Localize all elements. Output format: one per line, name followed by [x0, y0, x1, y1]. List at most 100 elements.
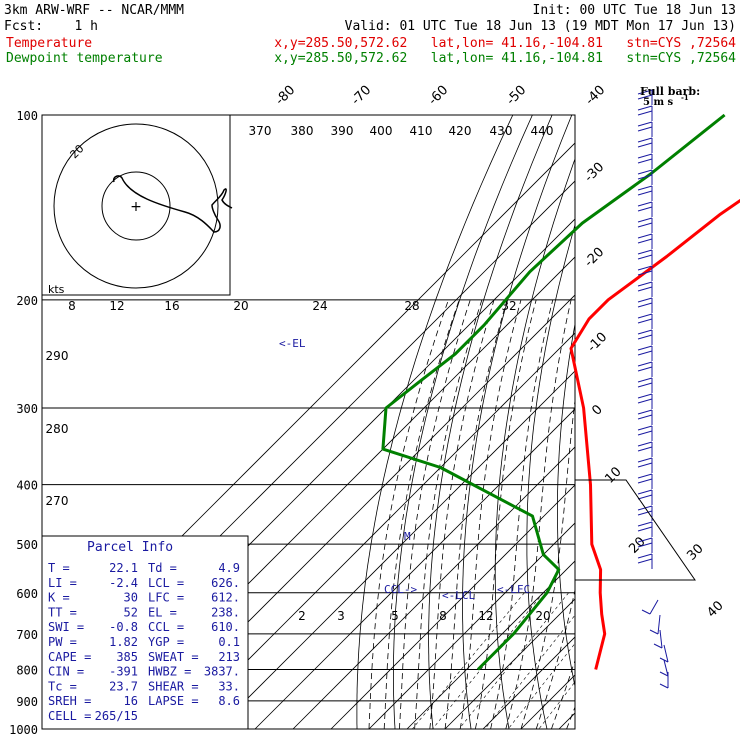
theta-label: 400	[370, 124, 393, 138]
moist-adiabat-line	[566, 705, 575, 729]
wind-barb	[641, 599, 659, 615]
wind-barb	[637, 121, 653, 137]
wind-barb	[637, 313, 653, 329]
wind-barb	[637, 553, 653, 569]
wind-barb	[637, 361, 653, 377]
parcel-info-key: CCL =	[148, 620, 184, 634]
parcel-info-rows: T = 22.1 Td = 4.9 LI = -2.4 LCL = 626. K = 30 LFC …	[48, 561, 240, 723]
dry-adiabat-line	[616, 115, 670, 729]
parcel-info-value: 612.	[211, 591, 240, 605]
pressure-tick-label: 700	[16, 628, 38, 642]
hodograph-ring-outer	[53, 123, 219, 289]
wind-barb	[637, 153, 653, 169]
parcel-info-key: CELL =	[48, 709, 91, 723]
parcel-info-row: SWI = -0.8 CCL = 610.	[48, 620, 240, 634]
mixing-ratio-label: 2	[298, 609, 306, 623]
parcel-info-row: CIN = -391 HWBZ = 3837.	[48, 665, 240, 679]
mixing-ratio-label: 20	[535, 609, 550, 623]
isotherm-line	[292, 446, 575, 729]
parcel-info-value: -0.8	[109, 620, 138, 634]
wind-barb	[637, 169, 653, 185]
parcel-info-key: Tc =	[48, 679, 77, 693]
moist-adiabat-line	[490, 299, 554, 729]
parcel-info-value: 385	[116, 650, 138, 664]
wind-barb	[637, 89, 653, 105]
mixing-ratio-label: 12	[478, 609, 493, 623]
moist-adiabat-line	[414, 299, 483, 729]
moist-adiabat-line	[459, 299, 522, 729]
background-lines	[42, 115, 740, 729]
wind-barb	[637, 441, 653, 457]
pressure-tick-label: 300	[16, 402, 38, 416]
wind-barb	[637, 281, 653, 297]
wind-barb	[637, 185, 653, 201]
parcel-info-value: 22.1	[109, 561, 138, 575]
parcel-info-row: TT = 52 EL = 238.	[48, 605, 240, 619]
dewpoint-var-location: x,y=285.50,572.62 lat,lon= 41.16,-104.81…	[274, 51, 736, 66]
isotherm-line	[406, 560, 575, 729]
pressure-tick-label: 400	[16, 479, 38, 493]
isotherm-label: 30	[684, 541, 706, 563]
isotherm-line	[597, 115, 740, 729]
parcel-info-value: 626.	[211, 576, 240, 590]
pressure-tick-label: 900	[16, 695, 38, 709]
wind-barb	[637, 457, 653, 473]
pressure-tick-label: 1000	[9, 723, 38, 737]
isotherm-line	[178, 332, 575, 729]
parcel-info-row: Tc = 23.7 SHEAR = 33.	[48, 679, 240, 693]
isotherm-label: -20	[582, 245, 608, 271]
wind-barb	[637, 265, 653, 281]
moist-adiabat-line	[429, 299, 495, 729]
forecast-hour: Fcst: 1 h	[4, 19, 98, 34]
wind-barb	[637, 425, 653, 441]
theta-label: 410	[410, 124, 433, 138]
dry-adiabat-line	[356, 115, 514, 729]
dry-adiabat-line	[671, 115, 737, 729]
hodograph-ring-inner	[101, 171, 171, 241]
isotherm-label: 40	[704, 598, 726, 620]
pressure-tick-label: 600	[16, 587, 38, 601]
parcel-info-row: LI = -2.4 LCL = 626.	[48, 576, 240, 590]
parcel-info-value: 16	[124, 694, 138, 708]
wind-barb	[659, 659, 669, 677]
isotherm-label: -30	[582, 160, 608, 186]
isotherm-line	[254, 408, 575, 729]
parcel-info-row: CAPE = 385 SWEAT = 213	[48, 650, 240, 664]
parcel-info-value: -2.4	[109, 576, 138, 590]
parcel-info-key: LAPSE =	[148, 694, 199, 708]
parcel-info-value: 8.6	[218, 694, 240, 708]
moist-adiabat-line	[444, 299, 508, 729]
isotherm-label: 20	[626, 534, 648, 556]
barb-panel-edge	[575, 479, 696, 581]
hodograph-speed-label: 20	[233, 299, 248, 313]
isotherm-label: -70	[349, 83, 375, 109]
isotherm-line	[330, 484, 575, 729]
theta-label: 370	[249, 124, 272, 138]
parcel-info-value: 3837.	[204, 665, 240, 679]
m-label: M	[404, 530, 411, 543]
pressure-tick-label: 100	[16, 109, 38, 123]
theta-label: 390	[331, 124, 354, 138]
theta-label: 380	[291, 124, 314, 138]
parcel-info-value: 23.7	[109, 679, 138, 693]
hodograph-speed-label: 24	[312, 299, 327, 313]
parcel-info-value: 30	[124, 591, 138, 605]
mixing-ratio-label: 8	[439, 609, 447, 623]
parcel-info-key: CAPE =	[48, 650, 91, 664]
theta-label: 420	[449, 124, 472, 138]
parcel-info-title: Parcel Info	[87, 540, 173, 555]
hodograph-speed-label: 16	[164, 299, 179, 313]
parcel-info-value: -391	[109, 665, 138, 679]
wind-barb	[637, 329, 653, 345]
header: 3km ARW-WRF -- NCAR/MMM Init: 00 UTC Tue…	[4, 3, 736, 66]
wind-barb	[637, 489, 653, 505]
wind-barb	[637, 345, 653, 361]
parcel-info-key: EL =	[148, 605, 177, 619]
dry-adiabat-line	[587, 115, 650, 729]
barb-legend-line2: 5 m s	[643, 97, 674, 108]
moist-adiabat-line	[505, 299, 572, 729]
dry-adiabat-line	[494, 157, 575, 729]
isotherm-label: -50	[504, 83, 530, 109]
hodograph-center-cross: +	[130, 199, 142, 215]
